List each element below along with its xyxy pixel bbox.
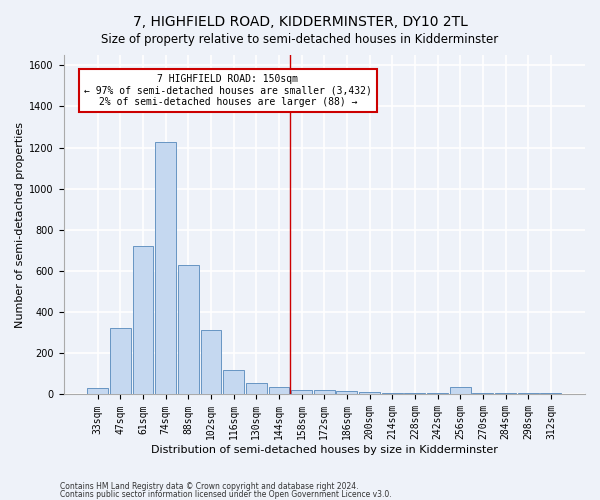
Bar [178, 265, 199, 394]
X-axis label: Distribution of semi-detached houses by size in Kidderminster: Distribution of semi-detached houses by … [151, 445, 497, 455]
Bar [110, 328, 131, 394]
Bar [450, 388, 470, 394]
Bar [291, 390, 312, 394]
Bar [133, 246, 154, 394]
Y-axis label: Number of semi-detached properties: Number of semi-detached properties [15, 122, 25, 328]
Text: Contains public sector information licensed under the Open Government Licence v3: Contains public sector information licen… [60, 490, 392, 499]
Bar [223, 370, 244, 394]
Bar [87, 388, 108, 394]
Bar [200, 330, 221, 394]
Bar [246, 383, 266, 394]
Text: 7 HIGHFIELD ROAD: 150sqm
← 97% of semi-detached houses are smaller (3,432)
2% of: 7 HIGHFIELD ROAD: 150sqm ← 97% of semi-d… [84, 74, 372, 107]
Text: Size of property relative to semi-detached houses in Kidderminster: Size of property relative to semi-detach… [101, 32, 499, 46]
Text: 7, HIGHFIELD ROAD, KIDDERMINSTER, DY10 2TL: 7, HIGHFIELD ROAD, KIDDERMINSTER, DY10 2… [133, 15, 467, 29]
Bar [359, 392, 380, 394]
Bar [155, 142, 176, 394]
Bar [269, 388, 289, 394]
Bar [337, 392, 358, 394]
Text: Contains HM Land Registry data © Crown copyright and database right 2024.: Contains HM Land Registry data © Crown c… [60, 482, 359, 491]
Bar [314, 390, 335, 394]
